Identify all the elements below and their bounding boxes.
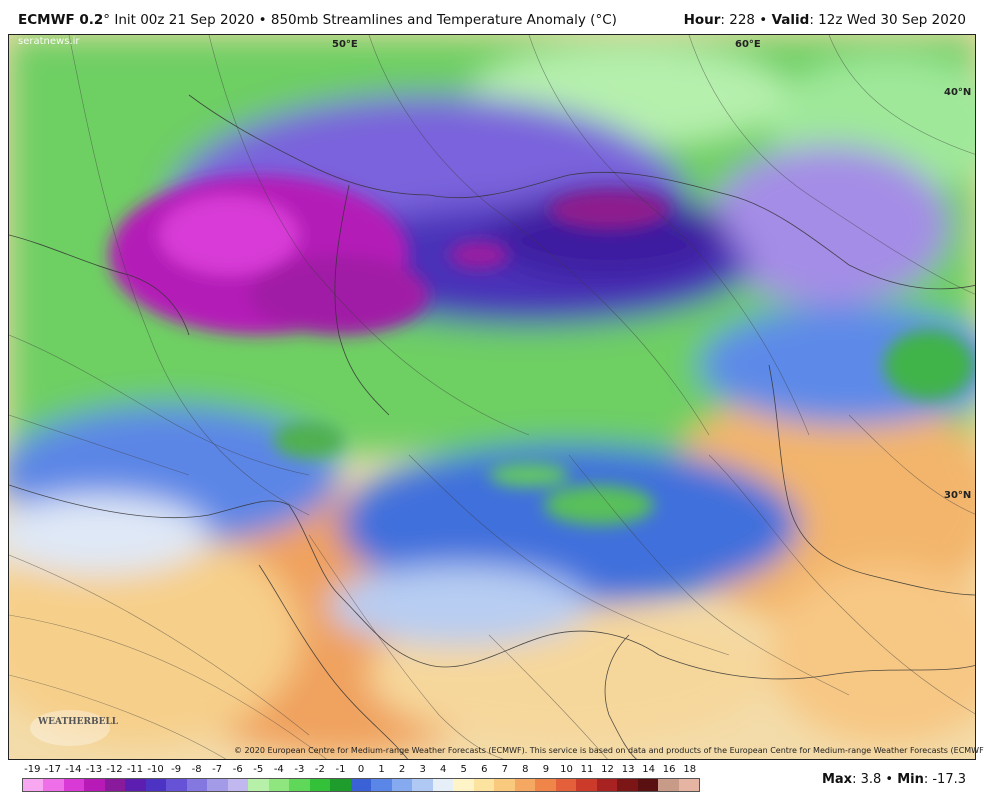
- colorbar-tick-label: -19: [24, 764, 41, 775]
- colorbar-tick-labels: -19 -17 -14 -13 -12 -11 -10 -9 -8 -7 -6 -5 -4 -3 -2 -1 0…: [22, 764, 700, 778]
- min-value: : -17.3: [923, 772, 966, 787]
- max-min-stats: Max: 3.8 • Min: -17.3: [822, 772, 966, 787]
- valid-label: Valid: [771, 12, 810, 28]
- hour-label: Hour: [683, 12, 721, 28]
- colorbar-tick-label: 3: [419, 764, 426, 775]
- colorbar-swatch: [186, 779, 208, 791]
- colorbar-tick-label: 1: [378, 764, 385, 775]
- colorbar-tick-label: -10: [147, 764, 164, 775]
- colorbar-swatch: [371, 779, 392, 791]
- colorbar-tick-label: -9: [171, 764, 182, 775]
- copyright-credit: © 2020 European Centre for Medium-range …: [234, 746, 984, 755]
- colorbar-tick-label: 12: [601, 764, 614, 775]
- colorbar-tick-label: 13: [621, 764, 635, 775]
- colorbar: [22, 778, 700, 792]
- streamlines: [9, 35, 975, 759]
- colorbar-tick-label: 11: [580, 764, 594, 775]
- colorbar-swatch: [535, 779, 556, 791]
- weatherbell-logo: [30, 710, 110, 746]
- colorbar-tick-label: 7: [501, 764, 508, 775]
- colorbar-tick-label: 5: [460, 764, 467, 775]
- colorbar-tick-label: 2: [398, 764, 406, 775]
- colorbar-tick-label: -1: [335, 764, 346, 775]
- colorbar-tick-label: 14: [642, 764, 655, 775]
- weatherbell-logo-text: WEATHERBELL: [38, 717, 119, 727]
- colorbar-tick-label: -2: [314, 764, 325, 775]
- latitude-30-label: 30°N: [944, 490, 972, 501]
- title-bar: ECMWF 0.2° Init 00z 21 Sep 2020 • 850mb …: [0, 0, 984, 34]
- hour-value: : 228 •: [720, 12, 772, 28]
- colorbar-swatch: [432, 779, 454, 791]
- colorbar-swatch: [555, 779, 577, 791]
- colorbar-swatch: [166, 779, 187, 791]
- colorbar-swatch: [350, 779, 372, 791]
- colorbar-swatch: [309, 779, 331, 791]
- colorbar-tick-label: -7: [212, 764, 223, 775]
- degree-sign: °: [103, 12, 111, 28]
- colorbar-tick-label: -6: [232, 764, 243, 775]
- colorbar-tick-label: 9: [542, 764, 550, 775]
- colorbar-tick-label: -17: [44, 764, 61, 775]
- colorbar-swatch: [514, 779, 536, 791]
- colorbar-swatch: [391, 779, 413, 791]
- temperature-anomaly-field: [9, 35, 975, 759]
- colorbar-swatch: [104, 779, 126, 791]
- valid-value: : 12z Wed 30 Sep 2020: [809, 12, 966, 28]
- colorbar-swatch: [268, 779, 290, 791]
- colorbar-tick-label: 16: [662, 764, 676, 775]
- colorbar-swatch: [84, 779, 105, 791]
- latitude-40-label: 40°N: [944, 87, 972, 98]
- colorbar-swatch: [23, 779, 44, 791]
- colorbar-tick-label: -11: [126, 764, 144, 775]
- colorbar-swatch: [494, 779, 515, 791]
- colorbar-tick-label: -5: [253, 764, 264, 775]
- colorbar-swatch: [125, 779, 146, 791]
- colorbar-swatch: [330, 779, 351, 791]
- colorbar-swatch: [63, 779, 85, 791]
- colorbar-swatch: [145, 779, 167, 791]
- longitude-50-label: 50°E: [332, 39, 358, 50]
- colorbar-tick-label: -14: [65, 764, 82, 775]
- colorbar-swatch: [678, 779, 699, 791]
- colorbar-tick-label: 0: [357, 764, 365, 775]
- title-right: Hour: 228 • Valid: 12z Wed 30 Sep 2020: [684, 12, 966, 28]
- colorbar-swatch: [289, 779, 310, 791]
- colorbar-swatch: [207, 779, 228, 791]
- colorbar-tick-label: -4: [273, 764, 284, 775]
- colorbar-tick-label: -13: [85, 764, 103, 775]
- colorbar-swatch: [473, 779, 495, 791]
- colorbar-swatch: [576, 779, 597, 791]
- colorbar-swatch: [617, 779, 638, 791]
- colorbar-swatch: [43, 779, 64, 791]
- colorbar-tick-label: -12: [106, 764, 123, 775]
- max-label: Max: [821, 772, 853, 787]
- forecast-map: [8, 34, 976, 760]
- colorbar-swatch: [596, 779, 618, 791]
- colorbar-swatch: [248, 779, 269, 791]
- colorbar-swatch: [637, 779, 659, 791]
- colorbar-tick-label: -3: [294, 764, 305, 775]
- max-value: : 3.8 •: [852, 772, 898, 787]
- watermark: seratnews.ir: [18, 36, 80, 47]
- colorbar-swatch: [412, 779, 433, 791]
- model-name: ECMWF 0.2: [18, 12, 104, 28]
- colorbar-tick-label: 6: [481, 764, 488, 775]
- colorbar-swatch: [453, 779, 474, 791]
- title-left: ECMWF 0.2° Init 00z 21 Sep 2020 • 850mb …: [18, 12, 617, 28]
- colorbar-tick-label: 10: [560, 764, 573, 775]
- borders: [9, 94, 975, 759]
- colorbar-tick-label: 18: [683, 764, 697, 775]
- colorbar-tick-label: 4: [439, 764, 447, 775]
- colorbar-swatch: [227, 779, 249, 791]
- longitude-60-label: 60°E: [735, 39, 761, 50]
- colorbar-swatch: [658, 779, 679, 791]
- init-text: Init 00z 21 Sep 2020 • 850mb Streamlines…: [110, 12, 617, 28]
- colorbar-tick-label: 8: [522, 764, 529, 775]
- min-label: Min: [897, 772, 924, 787]
- colorbar-tick-label: -8: [191, 764, 202, 775]
